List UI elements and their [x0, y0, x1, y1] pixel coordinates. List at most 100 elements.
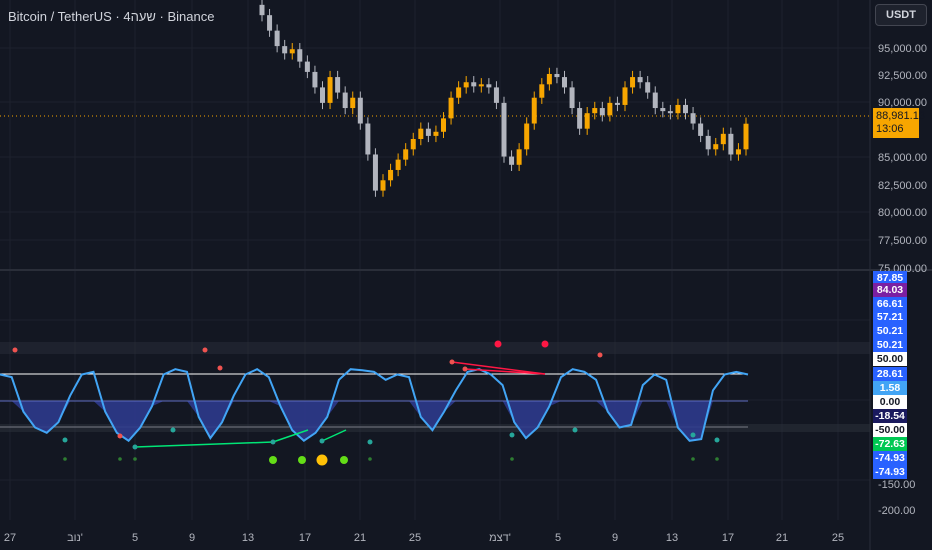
time-axis-label: 13 — [666, 532, 678, 544]
osc-value-tag: 0.00 — [873, 395, 907, 409]
candle-body — [735, 149, 741, 155]
bull-pivot-dot — [367, 439, 373, 445]
bull-pivot-dot — [319, 438, 325, 444]
bull-pivot-dot — [572, 427, 578, 433]
candle-body — [327, 77, 333, 103]
price-axis-label: 77,500.00 — [878, 235, 927, 247]
candle-body — [425, 128, 431, 136]
candle-body — [569, 87, 575, 109]
bull-marker-dot — [63, 457, 67, 461]
bull-pivot-dot — [62, 437, 68, 443]
candle-body — [637, 77, 643, 83]
candle-body — [388, 169, 394, 181]
candle-body — [312, 71, 318, 88]
candle-body — [486, 84, 492, 88]
bull-pivot-dot — [132, 444, 138, 450]
bear-pivot-dot — [117, 433, 123, 439]
bear-pivot-dot — [12, 347, 18, 353]
bull-divergence-line — [272, 429, 309, 443]
osc-value-tag: -72.63 — [873, 437, 907, 451]
candle-body — [335, 77, 341, 93]
candle-body — [554, 73, 560, 78]
candle-body — [660, 108, 666, 112]
osc-value-tag: 50.21 — [873, 324, 907, 338]
time-axis-label: 21 — [354, 532, 366, 544]
candle-body — [448, 97, 454, 119]
price-axis-label: 85,000.00 — [878, 152, 927, 164]
candle-body — [410, 139, 416, 150]
price-axis-label: 95,000.00 — [878, 43, 927, 55]
bull-marker-dot — [133, 457, 137, 461]
oscillator-plot — [0, 368, 749, 443]
current-price-value: 88,981.13 — [876, 110, 925, 122]
candle-body — [418, 128, 424, 139]
candle-body — [577, 108, 583, 129]
extreme-signal-dot — [316, 454, 328, 466]
candle-body — [531, 97, 537, 124]
bull-divergence-line — [321, 429, 347, 442]
candle-body — [441, 118, 446, 132]
time-axis-label: 25 — [832, 532, 844, 544]
candle-body — [698, 123, 704, 136]
symbol-title[interactable]: Bitcoin / TetherUS · 4שעה · Binance — [8, 9, 214, 24]
candle-body — [304, 61, 310, 72]
oscillator-axis[interactable]: -150.00 -200.00 — [878, 479, 915, 517]
candle-body — [683, 104, 688, 114]
candle-countdown: 13:06 — [876, 123, 904, 135]
time-axis-label: 13 — [242, 532, 254, 544]
bull-pivot-dot — [690, 432, 696, 438]
bear-pivot-dot — [597, 352, 603, 358]
bull-marker-dot — [510, 457, 514, 461]
time-axis-label: 27 — [4, 532, 16, 544]
candle-body — [599, 108, 605, 116]
symbol-title-text: Bitcoin / TetherUS · 4שעה · Binance — [8, 9, 215, 24]
price-axis-label: 82,500.00 — [878, 180, 927, 192]
osc-value-tag: -74.93 — [873, 465, 907, 479]
time-axis[interactable]: 27 נוב' 5 9 13 17 21 25 דצמ' 5 9 13 17 21 25 — [4, 532, 844, 544]
osc-value-tag: 66.61 — [873, 297, 907, 311]
bear-pivot-dot — [217, 365, 223, 371]
candle-body — [713, 144, 719, 150]
osc-value-tag: 87.85 — [873, 271, 907, 285]
osc-value-tag: -50.00 — [873, 423, 907, 437]
bull-marker-dot — [368, 457, 372, 461]
candle-body — [720, 133, 726, 145]
currency-button[interactable]: USDT — [875, 4, 927, 26]
bear-pivot-dot — [202, 347, 208, 353]
bull-pivot-dot — [714, 437, 720, 443]
candle-body — [645, 82, 651, 93]
candle-body — [365, 123, 371, 155]
time-axis-label: 5 — [132, 532, 138, 544]
strong-bull-dot — [340, 456, 348, 464]
candle-body — [493, 87, 499, 103]
candle-body — [622, 87, 628, 105]
candle-body — [562, 77, 567, 88]
osc-value-tag: -74.93 — [873, 451, 907, 465]
candle-body — [456, 87, 462, 98]
ob-band — [0, 342, 870, 354]
bull-pivot-dot — [170, 427, 176, 433]
candle-body — [357, 97, 363, 124]
bull-pivot-dot — [509, 432, 515, 438]
candle-body — [607, 102, 613, 116]
candle-body — [372, 154, 378, 191]
price-axis-label: 90,000.00 — [878, 97, 927, 109]
price-axis[interactable]: 95,000.00 92,500.00 90,000.00 85,000.00 82,5… — [878, 43, 927, 275]
candle-body — [501, 102, 507, 157]
osc-value-tag: 50.21 — [873, 338, 907, 352]
candle-body — [592, 108, 598, 114]
candle-body — [675, 104, 681, 114]
candle-body — [584, 113, 590, 129]
time-axis-label: 9 — [612, 532, 618, 544]
bull-marker-dot — [691, 457, 695, 461]
time-axis-label: 21 — [776, 532, 788, 544]
bear-divergence-line — [451, 361, 546, 375]
bull-pivot-dot — [270, 439, 276, 445]
candle-body — [289, 49, 295, 54]
candle-body — [546, 73, 552, 85]
osc-value-tag: 28.61 — [873, 367, 907, 381]
time-axis-label: 25 — [409, 532, 421, 544]
candle-body — [395, 159, 401, 170]
osc-value-tag: 57.21 — [873, 310, 907, 324]
